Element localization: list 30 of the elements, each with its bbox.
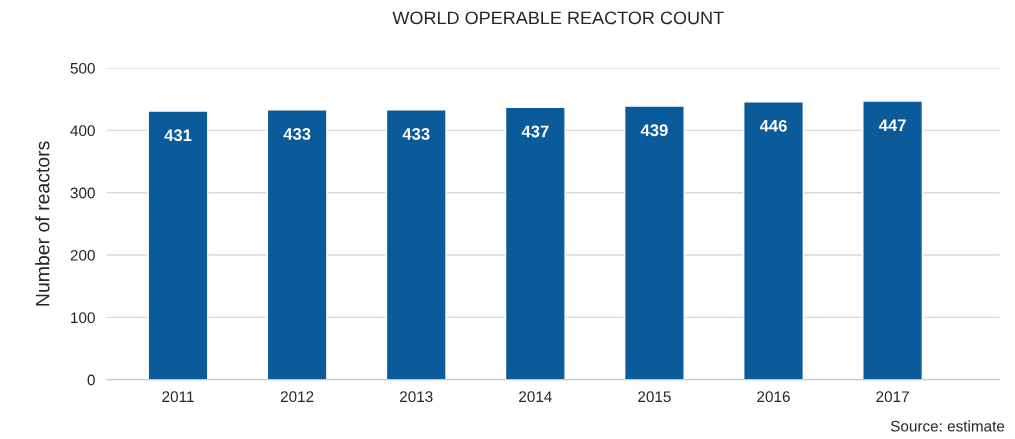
y-tick-label: 400 — [70, 125, 95, 137]
bar — [623, 105, 685, 380]
data-label: 433 — [283, 128, 311, 140]
data-label: 433 — [402, 128, 430, 140]
y-tick-label: 0 — [87, 374, 95, 386]
data-label: 431 — [164, 129, 192, 142]
bar — [266, 109, 328, 380]
data-label: 446 — [759, 119, 787, 132]
bar — [504, 106, 566, 380]
data-label: 437 — [521, 125, 549, 138]
x-tick-label: 2017 — [876, 391, 909, 403]
chart-title: WORLD OPERABLE REACTOR COUNT — [392, 11, 724, 25]
source-note: Source: estimate — [890, 420, 1005, 432]
y-tick-label: 200 — [70, 249, 95, 261]
y-tick-label: 300 — [70, 187, 95, 199]
x-tick-label: 2013 — [399, 391, 433, 403]
bar — [385, 109, 447, 380]
x-tick-label: 2011 — [162, 391, 194, 403]
y-tick-label: 100 — [71, 312, 95, 324]
x-tick-label: 2014 — [519, 391, 552, 403]
x-tick-label: 2012 — [280, 391, 314, 403]
x-tick-label: 2016 — [757, 391, 790, 403]
y-axis-title: Number of reactors — [35, 141, 50, 306]
bar — [147, 110, 209, 380]
bar — [743, 101, 804, 380]
y-tick-label: 500 — [70, 62, 95, 74]
data-label: 447 — [878, 119, 906, 131]
x-tick-label: 2015 — [638, 391, 671, 403]
data-label: 439 — [640, 124, 668, 137]
bar — [862, 100, 924, 380]
